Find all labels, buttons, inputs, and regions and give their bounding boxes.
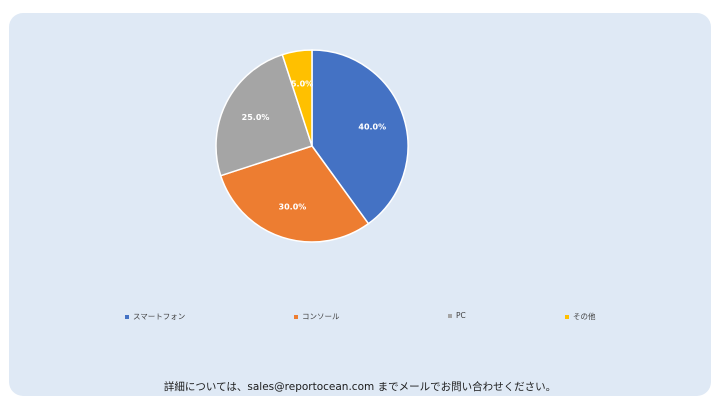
- legend-swatch: [294, 314, 298, 319]
- pie-slice-4: [281, 49, 313, 147]
- legend-label: コンソール: [302, 312, 340, 321]
- legend-item-3: PC: [448, 311, 466, 320]
- legend-label: PC: [456, 311, 466, 320]
- legend-item-1: スマートフォン: [125, 311, 185, 322]
- slice-data-label-2: 30.0%: [279, 202, 307, 211]
- legend-item-4: その他: [565, 311, 596, 322]
- contact-footer: 詳細については、sales@reportocean.com までメールでお問い合…: [163, 381, 557, 393]
- pie-slice-1: [311, 49, 409, 225]
- pie-slice-2: [219, 145, 370, 243]
- chart-legend: スマートフォン コンソール PC その他: [0, 311, 720, 325]
- legend-swatch: [448, 313, 452, 318]
- legend-label: スマートフォン: [133, 312, 186, 321]
- legend-swatch: [565, 314, 569, 319]
- legend-swatch: [125, 314, 129, 319]
- slice-data-label-1: 40.0%: [358, 122, 386, 131]
- slice-data-label-4: 5.0%: [291, 79, 313, 88]
- legend-item-2: コンソール: [294, 311, 340, 322]
- slice-data-label-3: 25.0%: [242, 113, 270, 122]
- legend-label: その他: [573, 312, 596, 321]
- pie-slice-3: [215, 53, 313, 177]
